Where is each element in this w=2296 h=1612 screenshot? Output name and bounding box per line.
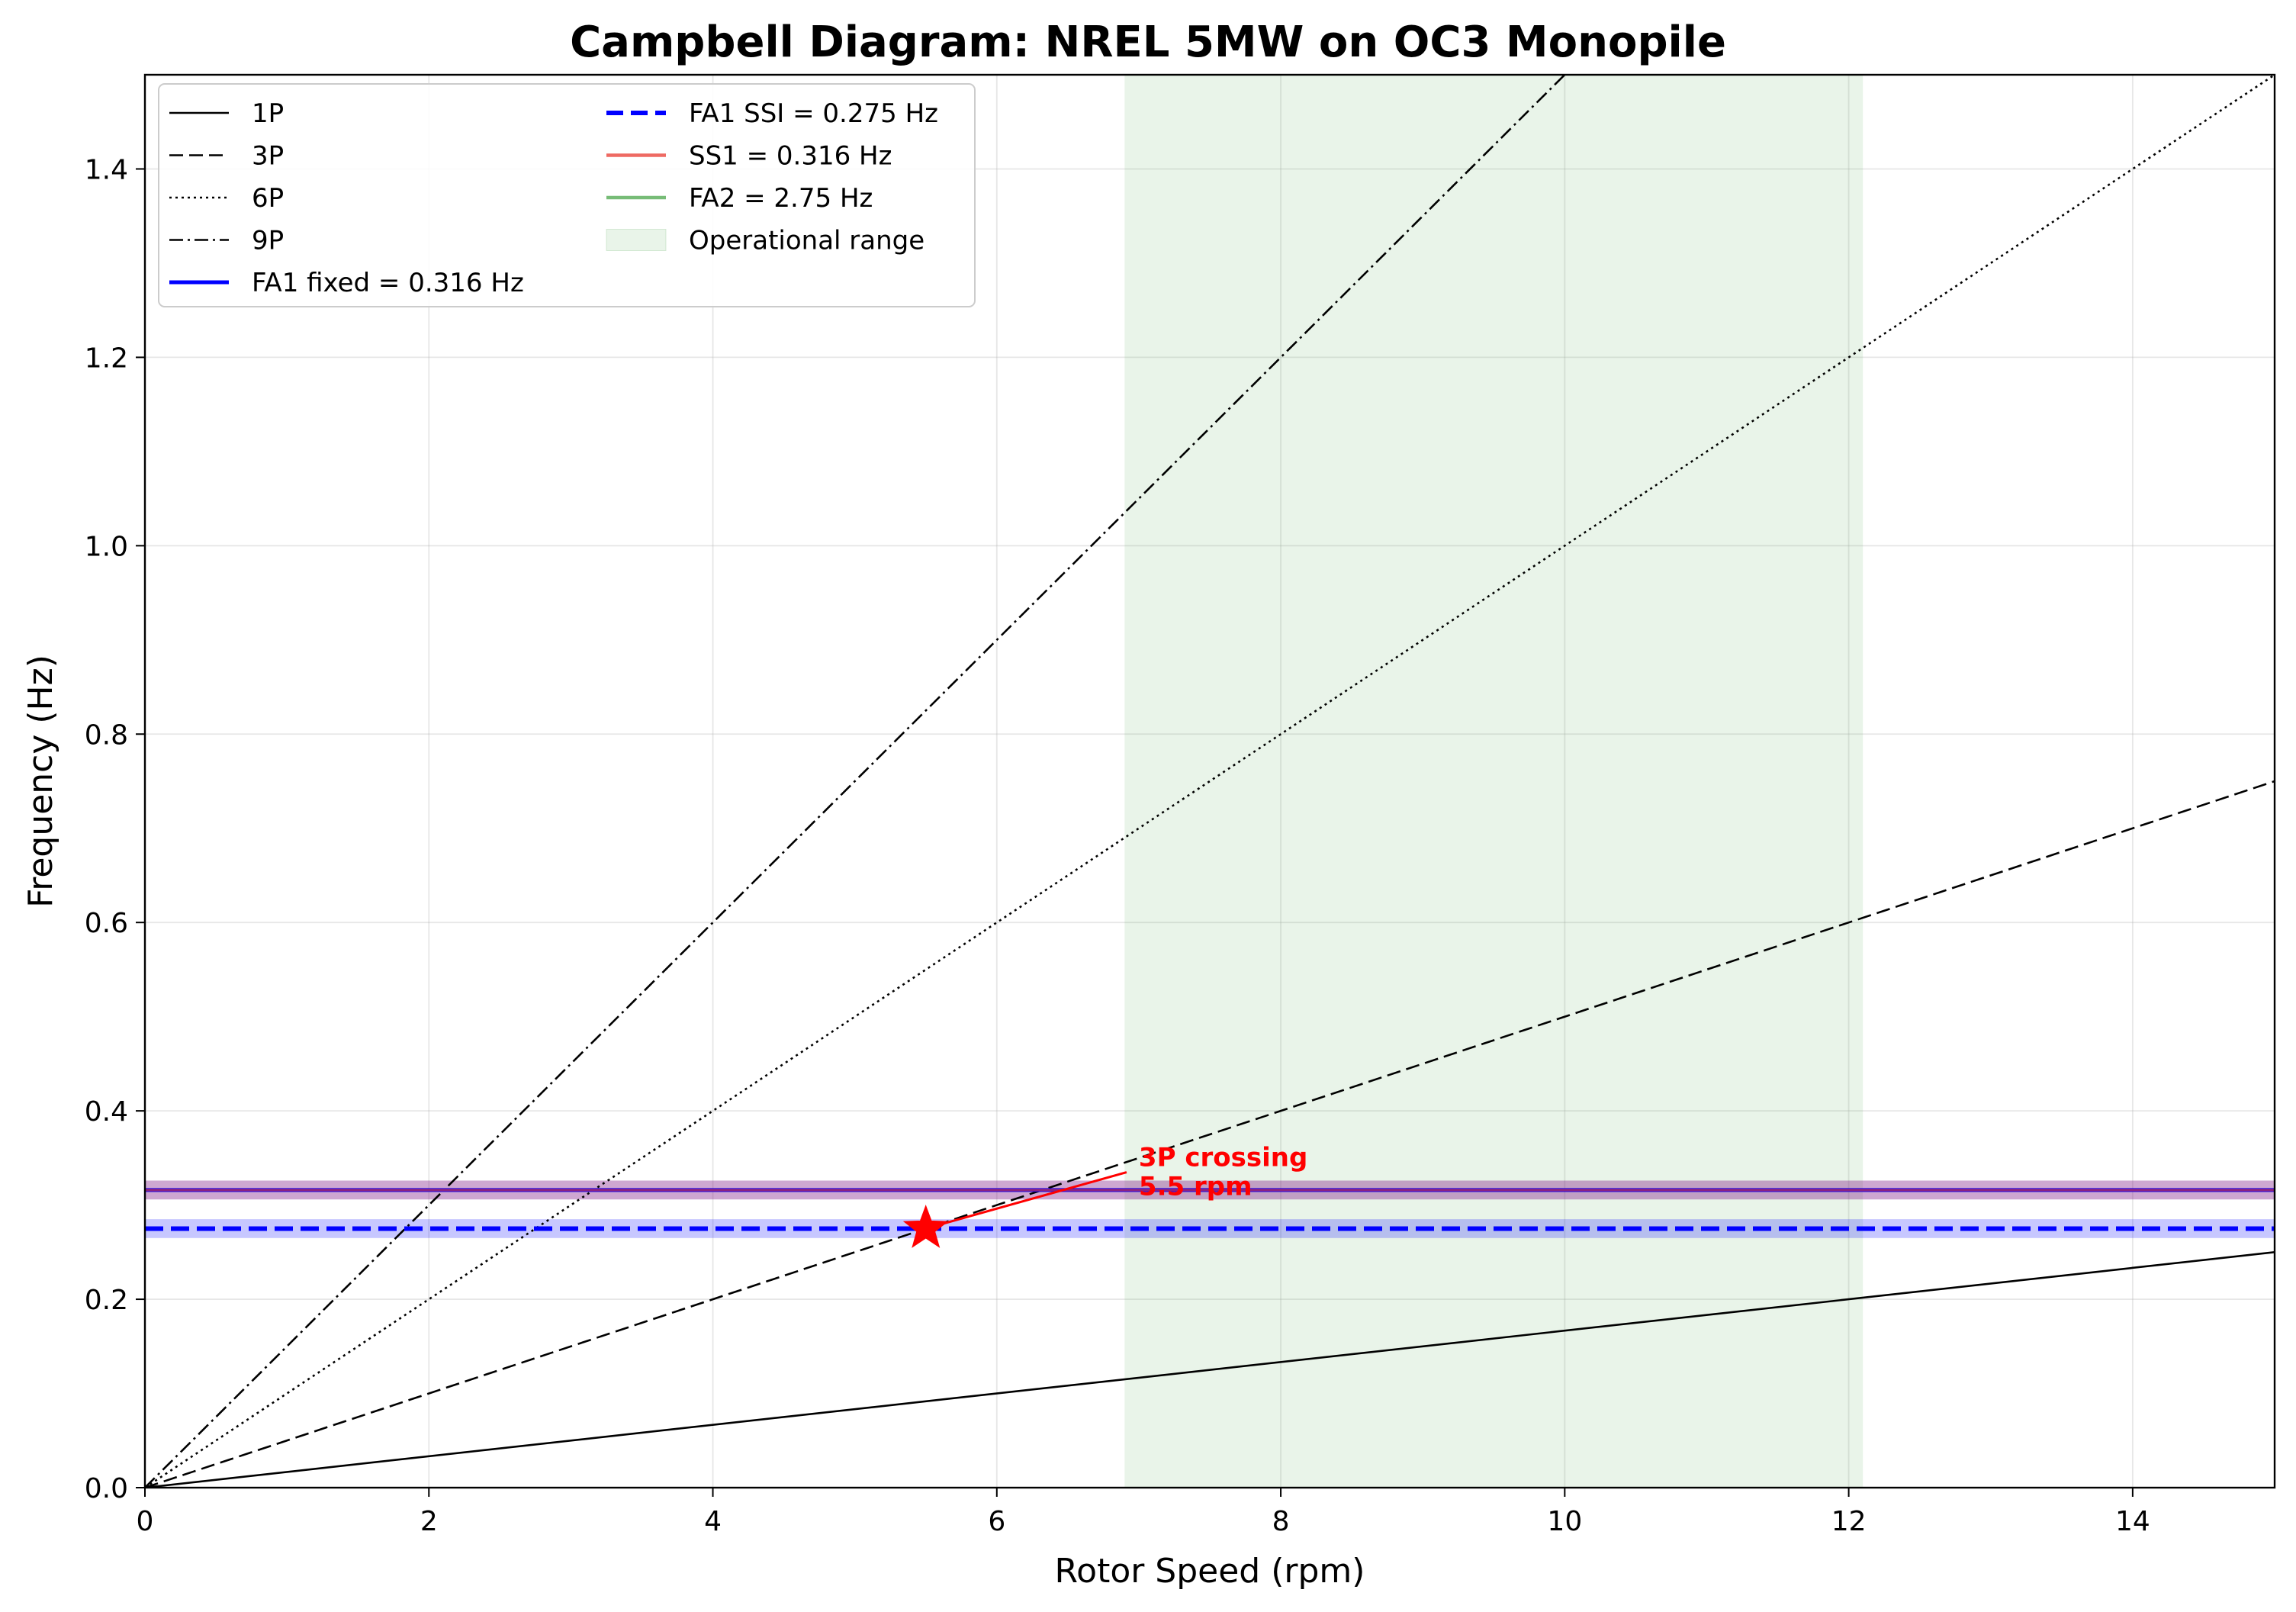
region-operational-range bbox=[1124, 75, 1863, 1488]
legend-label-1p: 1P bbox=[252, 98, 284, 129]
crossing-star-marker bbox=[902, 1205, 949, 1248]
y-tick-label: 0.8 bbox=[85, 719, 128, 751]
line-1p bbox=[145, 1251, 2275, 1488]
series-lines bbox=[145, 75, 2275, 1488]
grid bbox=[144, 75, 2275, 1488]
x-tick-label: 8 bbox=[1272, 1506, 1290, 1537]
y-axis-label: Frequency (Hz) bbox=[21, 655, 60, 908]
line-3p bbox=[145, 780, 2275, 1488]
x-tick-label: 4 bbox=[704, 1506, 722, 1537]
y-tick-label: 0.6 bbox=[85, 908, 128, 939]
x-tick-label: 6 bbox=[988, 1506, 1005, 1537]
legend-label-ss1-0-316-hz: SS1 = 0.316 Hz bbox=[689, 141, 892, 172]
legend-swatch-operational-range bbox=[606, 229, 667, 251]
x-tick-label: 14 bbox=[2115, 1506, 2150, 1537]
legend-box bbox=[158, 83, 976, 307]
legend-label-fa1-ssi-0-275-hz: FA1 SSI = 0.275 Hz bbox=[689, 98, 938, 129]
legend-label-fa1-fixed-0-316-hz: FA1 fixed = 0.316 Hz bbox=[252, 268, 524, 298]
annotation-line-2: 5.5 rpm bbox=[1139, 1172, 1253, 1202]
annotation-line-1: 3P crossing bbox=[1139, 1143, 1307, 1173]
plot-frame bbox=[143, 73, 2276, 1489]
x-axis-label: Rotor Speed (rpm) bbox=[1055, 1552, 1365, 1591]
x-tick-label: 12 bbox=[1831, 1506, 1867, 1537]
annotation-arrow bbox=[936, 1171, 1127, 1227]
x-tick-label: 0 bbox=[137, 1506, 154, 1537]
x-tick-label: 2 bbox=[420, 1506, 438, 1537]
x-axis-ticks: 0 2 4 6 8 10 12 14 bbox=[137, 1488, 2150, 1537]
legend-label-operational-range: Operational range bbox=[689, 226, 925, 256]
legend-label-3p: 3P bbox=[252, 141, 284, 172]
x-tick-label: 10 bbox=[1547, 1506, 1582, 1537]
y-tick-label: 1.4 bbox=[85, 154, 128, 185]
y-tick-label: 0.4 bbox=[85, 1096, 128, 1128]
y-tick-label: 0.0 bbox=[85, 1473, 128, 1504]
y-tick-label: 1.2 bbox=[85, 343, 128, 374]
legend-label-fa2-2-75-hz: FA2 = 2.75 Hz bbox=[689, 183, 873, 214]
legend-label-9p: 9P bbox=[252, 226, 284, 256]
shaded-regions bbox=[1124, 75, 1863, 1488]
chart-title: Campbell Diagram: NREL 5MW on OC3 Monopi… bbox=[570, 18, 1726, 67]
legend-label-6p: 6P bbox=[252, 183, 284, 214]
y-axis-ticks: 0.0 0.2 0.4 0.6 0.8 1.0 1.2 1.4 bbox=[85, 154, 145, 1504]
legend: 1P 3P 6P 9P FA1 fixed = 0.316 Hz FA1 SSI = 0.… bbox=[158, 83, 976, 307]
y-tick-label: 1.0 bbox=[85, 531, 128, 562]
y-tick-label: 0.2 bbox=[85, 1285, 128, 1316]
